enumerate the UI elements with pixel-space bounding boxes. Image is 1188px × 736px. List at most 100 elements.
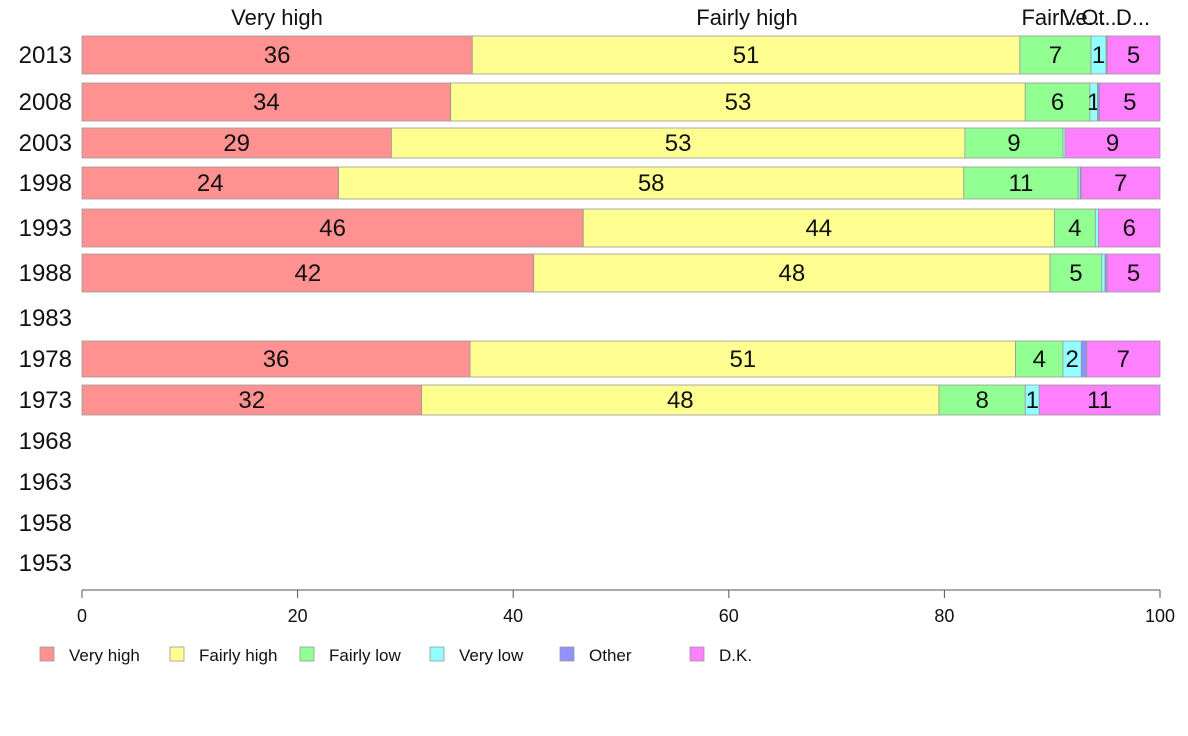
x-tick-label: 60	[719, 606, 739, 626]
year-label: 1998	[19, 170, 72, 197]
bar-segment	[1080, 166, 1161, 200]
bar-segment	[1053, 208, 1096, 248]
year-label: 2003	[19, 130, 72, 157]
data-label: 5	[1127, 42, 1140, 69]
bar-segment	[81, 340, 471, 378]
data-label: 8	[975, 387, 988, 414]
bar-segment	[81, 384, 422, 416]
data-label: 24	[197, 170, 224, 197]
data-label: 9	[1007, 130, 1020, 157]
data-label: 5	[1069, 260, 1082, 287]
bar-segment	[1019, 35, 1092, 75]
legend-swatch	[559, 646, 575, 662]
bar-segment	[81, 127, 392, 159]
bar-segment	[1094, 208, 1099, 248]
year-label: 1973	[19, 387, 72, 414]
top-series-labels: Very high Fairly high Fairl...Ve...Ot...D.…	[231, 5, 1150, 30]
bar-segment	[81, 166, 339, 200]
year-label: 1953	[19, 550, 72, 577]
data-label: 1	[1092, 42, 1105, 69]
data-label: 1	[1087, 89, 1100, 116]
bar-segment	[1086, 340, 1161, 378]
year-label: 1988	[19, 260, 72, 287]
data-label: 9	[1106, 130, 1119, 157]
data-label: 6	[1051, 89, 1064, 116]
legend-swatch	[689, 646, 705, 662]
data-label: 32	[238, 387, 265, 414]
data-label: 1	[1026, 387, 1039, 414]
data-label: 36	[264, 42, 291, 69]
legend-label: Fairly high	[199, 646, 277, 665]
bar-segment	[964, 127, 1064, 159]
legend-swatch	[429, 646, 445, 662]
bar-segment	[1038, 384, 1161, 416]
data-label: 6	[1123, 215, 1136, 242]
bar-segment	[338, 166, 965, 200]
data-label: 29	[223, 130, 250, 157]
year-label: 1968	[19, 428, 72, 455]
bar-segment	[1015, 340, 1064, 378]
year-labels: 2013 2008 2003 1998 1993 1988 1983 1978 1973 1968…	[19, 42, 72, 577]
data-label: 53	[665, 130, 692, 157]
bar-segment	[582, 208, 1055, 248]
data-label: 5	[1123, 89, 1136, 116]
x-axis: 0 20 40 60 80 100	[77, 589, 1175, 626]
legend-label: Very low	[459, 646, 524, 665]
data-label: 53	[725, 89, 752, 116]
top-series-label: Ot...	[1081, 5, 1123, 30]
bar-segment	[81, 208, 584, 248]
x-tick-label: 0	[77, 606, 87, 626]
x-tick-label: 80	[934, 606, 954, 626]
data-label: 42	[294, 260, 321, 287]
year-label: 2013	[19, 42, 72, 69]
year-label: 1983	[19, 305, 72, 332]
legend-swatch	[299, 646, 315, 662]
bar-segment	[938, 384, 1026, 416]
top-series-label: Ve...	[1062, 5, 1106, 30]
bar-segment	[1101, 253, 1106, 293]
bar-segment	[471, 35, 1021, 75]
bar-segment	[390, 127, 966, 159]
legend: Very high Fairly high Fairly low Very low Ot…	[39, 646, 752, 665]
bar-segment	[963, 166, 1079, 200]
legend-label: D.K.	[719, 646, 752, 665]
x-tick-label: 100	[1145, 606, 1175, 626]
year-label: 1963	[19, 469, 72, 496]
data-label: 7	[1117, 346, 1130, 373]
bar-segment	[1106, 253, 1161, 293]
x-tick-label: 20	[288, 606, 308, 626]
data-label: 2	[1065, 346, 1078, 373]
bar-segment	[1064, 127, 1161, 159]
top-series-label: D...	[1116, 5, 1150, 30]
bar-segment	[81, 82, 452, 122]
bar-segment	[1099, 82, 1161, 122]
legend-swatch	[39, 646, 55, 662]
bars-group: 36 51 7 1 534 53 6 1 529 53 9 924 58 11 746 44 4 642 48 5 53…	[81, 35, 1161, 416]
top-series-label: Very high	[231, 5, 323, 30]
bar-segment	[1024, 82, 1091, 122]
data-label: 4	[1068, 215, 1081, 242]
data-label: 58	[638, 170, 665, 197]
data-label: 36	[263, 346, 290, 373]
bar-segment	[533, 253, 1051, 293]
data-label: 44	[805, 215, 832, 242]
top-series-label: Fairly high	[696, 5, 797, 30]
data-label: 51	[733, 42, 760, 69]
year-label: 1958	[19, 510, 72, 537]
x-tick-label: 40	[503, 606, 523, 626]
data-label: 4	[1033, 346, 1046, 373]
data-label: 51	[729, 346, 756, 373]
data-label: 46	[319, 215, 346, 242]
data-label: 48	[667, 387, 694, 414]
legend-label: Very high	[69, 646, 140, 665]
year-label: 2008	[19, 89, 72, 116]
year-label: 1978	[19, 346, 72, 373]
legend-label: Fairly low	[329, 646, 402, 665]
data-label: 48	[779, 260, 806, 287]
data-label: 5	[1127, 260, 1140, 287]
bar-segment	[421, 384, 940, 416]
bar-segment	[81, 253, 535, 293]
data-label: 11	[1087, 387, 1112, 414]
data-label: 7	[1114, 170, 1127, 197]
